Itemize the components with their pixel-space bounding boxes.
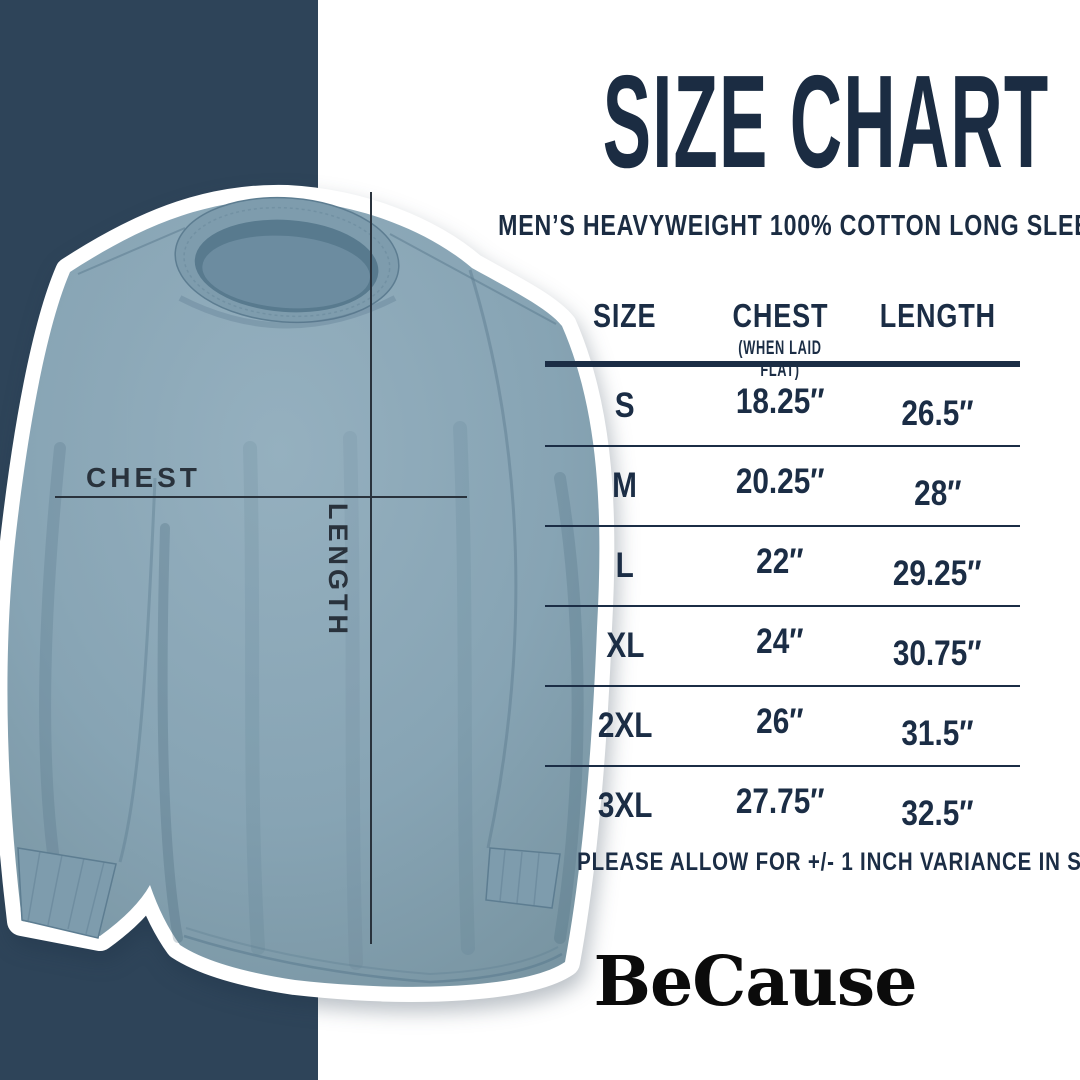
collar xyxy=(174,196,400,324)
chest-measure-label: CHEST xyxy=(86,462,201,493)
size-row-s: S 18.25″ 26.5″ xyxy=(545,367,1020,447)
shirt-silhouette xyxy=(0,184,615,1002)
size-row-m: M 20.25″ 28″ xyxy=(545,447,1020,527)
page-title: SIZE CHART xyxy=(420,56,1080,188)
collar-shadow xyxy=(178,295,397,329)
size-row-l: L 22″ 29.25″ xyxy=(545,527,1020,607)
size-table: SIZE CHEST (WHEN LAID FLAT) LENGTH S 18.… xyxy=(545,287,1020,845)
variance-note: PLEASE ALLOW FOR +/- 1 INCH VARIANCE IN … xyxy=(577,848,1080,876)
left-cuff xyxy=(17,847,117,939)
length-measure-line xyxy=(370,192,372,944)
right-cuff xyxy=(485,847,561,909)
size-row-xl: XL 24″ 30.75″ xyxy=(545,607,1020,687)
chest-measure-line xyxy=(55,496,467,498)
brand-logo: BeCause xyxy=(593,942,918,1022)
shirt-photo xyxy=(0,184,615,1002)
seams xyxy=(77,227,563,984)
page-subtitle: MEN’S HEAVYWEIGHT 100% COTTON LONG SLEEV… xyxy=(420,210,1080,243)
column-header-length: LENGTH xyxy=(879,297,996,334)
page-title-text: SIZE CHART xyxy=(602,48,1050,195)
chest-subnote: (WHEN LAID FLAT) xyxy=(738,338,822,381)
length-measure-label: LENGTH xyxy=(323,503,353,638)
size-row-2xl: 2XL 26″ 31.5″ xyxy=(545,687,1020,767)
column-header-chest: CHEST (WHEN LAID FLAT) xyxy=(705,287,855,384)
column-header-size: SIZE xyxy=(593,297,657,334)
page-subtitle-text: MEN’S HEAVYWEIGHT 100% COTTON LONG SLEEV… xyxy=(498,210,1080,242)
size-table-header: SIZE CHEST (WHEN LAID FLAT) LENGTH xyxy=(545,287,1020,381)
fabric-folds xyxy=(39,421,584,970)
size-row-3xl: 3XL 27.75″ 32.5″ xyxy=(597,782,974,833)
